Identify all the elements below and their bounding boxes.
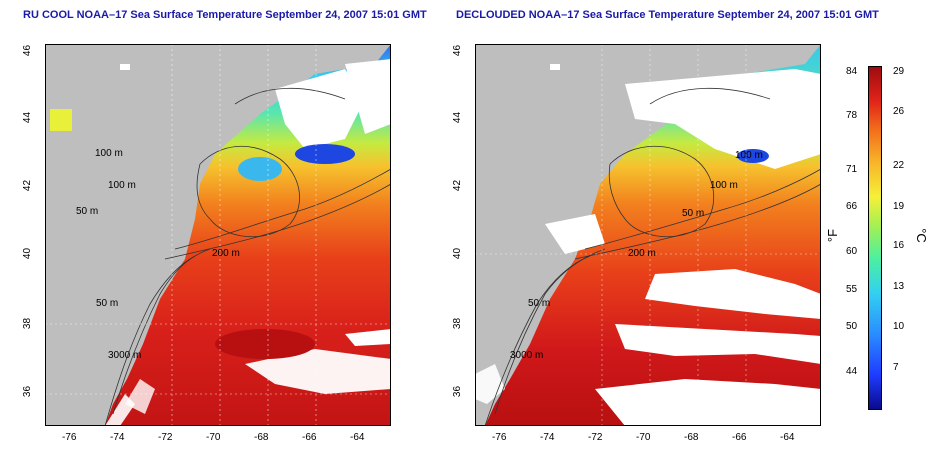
colorbar-c-tick: 19 [893,201,905,212]
contour-label-right-m100a: 100 m [735,150,763,161]
lon-tick: -72 [588,432,603,443]
lon-tick: -70 [636,432,651,443]
colorbar-c-tick: 13 [893,281,905,292]
colorbar-f-tick: 60 [846,246,858,257]
colorbar-c-unit: °C [913,228,929,243]
lon-tick: -74 [110,432,125,443]
contour-label-m200: 200 m [212,248,240,259]
lat-tick: 38 [452,317,464,330]
colorbar-f-unit: °F [825,228,841,243]
lat-tick: 44 [452,111,464,124]
contour-label-right-m3000: 3000 m [510,350,544,361]
colorbar-f-tick: 50 [846,321,858,332]
lat-tick: 38 [22,317,34,330]
colorbar-f-tick: 78 [846,110,858,121]
lat-tick: 44 [22,111,34,124]
lat-tick: 46 [452,44,464,57]
colorbar-f-tick: 55 [846,284,858,295]
lon-tick: -74 [540,432,555,443]
map-title-left: RU COOL NOAA–17 Sea Surface Temperature … [23,9,427,21]
lon-tick: -72 [158,432,173,443]
lon-tick: -64 [350,432,365,443]
lon-tick: -70 [206,432,221,443]
contour-label-m100b: 100 m [108,180,136,191]
lon-tick: -64 [780,432,795,443]
colorbar-c-tick: 26 [893,106,905,117]
colorbar-c-tick: 22 [893,160,905,171]
lat-tick: 46 [22,44,34,57]
lon-tick: -68 [254,432,269,443]
lat-tick: 40 [452,247,464,260]
lat-tick: 36 [22,385,34,398]
lon-tick: -66 [302,432,317,443]
colorbar-gradient [869,67,881,409]
colorbar [868,66,882,410]
lon-tick: -66 [732,432,747,443]
contour-label-right-m50b: 50 m [528,298,551,309]
contour-label-m50b: 50 m [96,298,119,309]
lat-tick: 36 [452,385,464,398]
contour-label-right-m200: 200 m [628,248,656,259]
contour-label-right-m100b: 100 m [710,180,738,191]
sst-map-raw-svg [45,44,391,426]
colorbar-f-tick: 66 [846,201,858,212]
colorbar-f-tick: 44 [846,366,858,377]
colorbar-c-tick: 7 [893,362,899,373]
colorbar-f-tick: 71 [846,164,858,175]
lat-tick: 42 [452,179,464,192]
colorbar-f-tick: 84 [846,66,858,77]
lon-tick: -68 [684,432,699,443]
contour-label-right-m50a: 50 m [682,208,705,219]
colorbar-c-tick: 16 [893,240,905,251]
colorbar-c-tick: 29 [893,66,905,77]
sst-map-raw [45,44,391,426]
contour-label-m3000: 3000 m [108,350,142,361]
contour-label-m50a: 50 m [76,206,99,217]
lat-tick: 40 [22,247,34,260]
lon-tick: -76 [492,432,507,443]
map-title-right: DECLOUDED NOAA–17 Sea Surface Temperatur… [456,9,879,21]
lat-tick: 42 [22,179,34,192]
lon-tick: -76 [62,432,77,443]
contour-label-m100a: 100 m [95,148,123,159]
sst-map-declouded-svg [475,44,821,426]
sst-map-declouded [475,44,821,426]
colorbar-c-tick: 10 [893,321,905,332]
